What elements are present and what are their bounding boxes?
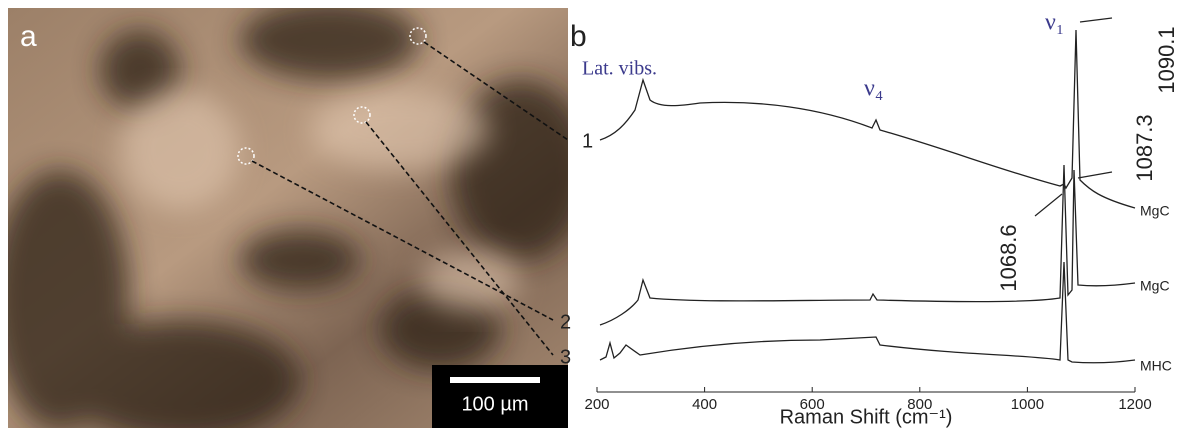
peak-label: 1068.6 (996, 224, 1021, 291)
x-tick-label: 1000 (1011, 396, 1044, 413)
annotation: ν₄ (864, 76, 883, 102)
point-label: 2 (560, 311, 571, 333)
x-tick-label: 800 (907, 396, 932, 413)
peak-label: 1090.1 (1154, 26, 1179, 93)
point-label: 3 (560, 346, 571, 368)
spectrum-name: MgC (1140, 203, 1170, 219)
panel-label: a (20, 20, 37, 53)
annotation: Lat. vibs. (582, 58, 657, 80)
x-tick-label: 400 (692, 396, 717, 413)
panel-label: b (570, 20, 587, 53)
x-tick-label: 200 (584, 396, 609, 413)
spectrum (599, 164, 1136, 326)
peak-label: 1087.3 (1132, 114, 1157, 181)
spectrum-name: MgC (1140, 278, 1170, 294)
spectrum-name: MHC (1140, 358, 1172, 374)
spectrum (599, 29, 1136, 209)
scale-bar-label: 100 µm (461, 393, 528, 415)
point-label: 1 (582, 130, 593, 152)
spectrum (599, 261, 1136, 364)
x-axis-label: Raman Shift (cm⁻¹) (780, 406, 953, 428)
x-tick-label: 600 (800, 396, 825, 413)
annotation: ν₁ (1045, 10, 1064, 36)
micrograph (8, 8, 568, 428)
x-tick-label: 1200 (1118, 396, 1151, 413)
